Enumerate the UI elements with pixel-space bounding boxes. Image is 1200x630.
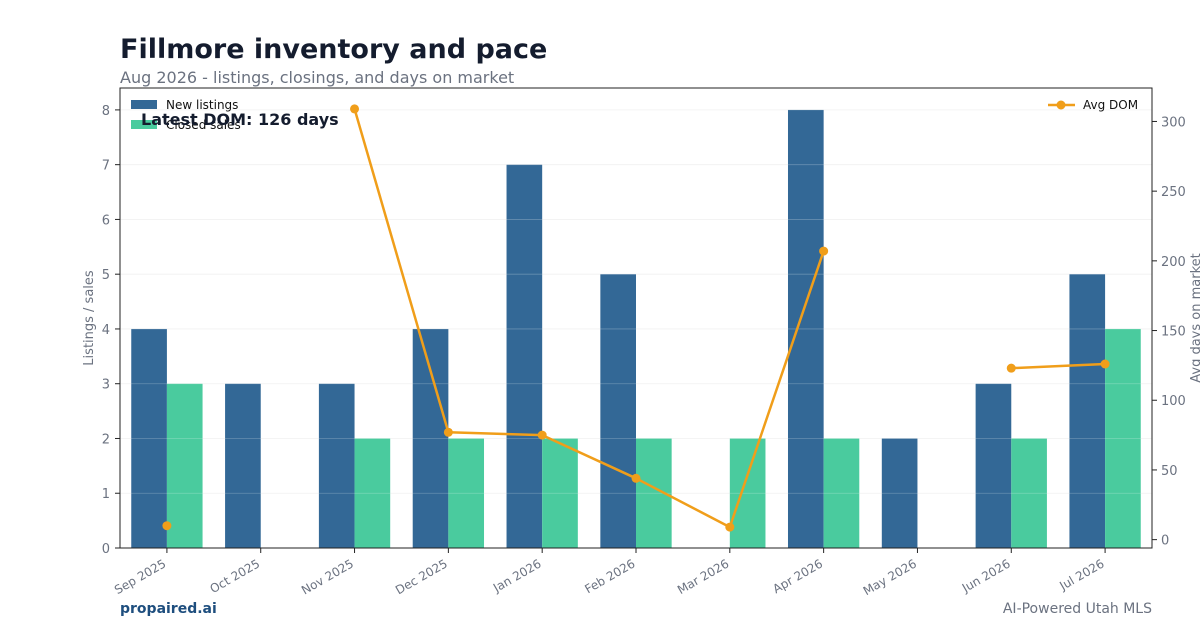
right-tick-label: 150 <box>1161 325 1186 340</box>
left-tick-label: 6 <box>102 213 110 228</box>
dom-line <box>162 104 1110 532</box>
dom-point <box>819 246 829 256</box>
legend-label-closed-sales: Closed sales <box>166 118 241 132</box>
bar-new-listings <box>787 109 824 549</box>
dom-point <box>162 521 172 531</box>
y2-axis-label: Avg days on market <box>1189 253 1200 383</box>
bar-new-listings <box>318 383 355 548</box>
legend-swatch-closed-sales <box>131 120 157 129</box>
x-tick-label: Jul 2026 <box>1056 556 1106 593</box>
legend-label-new-listings: New listings <box>166 98 238 112</box>
bar-new-listings <box>881 438 918 548</box>
latest-dom-annotation: Latest DOM: 126 days <box>141 110 339 129</box>
bar-closed-sales <box>1011 438 1047 548</box>
dom-point <box>350 104 360 114</box>
right-tick-label: 0 <box>1161 534 1169 549</box>
left-tick-label: 7 <box>102 159 110 174</box>
left-tick-label: 3 <box>102 378 110 393</box>
dom-point <box>537 430 547 440</box>
bar-closed-sales <box>1105 328 1141 548</box>
bars <box>120 109 1152 549</box>
x-tick-label: Jan 2026 <box>490 556 544 595</box>
chart-title: Fillmore inventory and pace <box>120 34 548 65</box>
x-tick-label: Dec 2025 <box>393 556 450 597</box>
left-tick-label: 5 <box>102 268 110 283</box>
dom-point <box>631 473 641 483</box>
x-tick-label: Apr 2026 <box>770 556 825 596</box>
legend-marker-avg-dom <box>1056 100 1066 110</box>
x-tick-label: Feb 2026 <box>582 556 637 596</box>
bar-new-listings <box>131 328 167 548</box>
chart-subtitle: Aug 2026 - listings, closings, and days … <box>120 68 515 87</box>
dom-point <box>725 522 735 532</box>
right-tick-label: 250 <box>1161 185 1186 200</box>
y-axis-label: Listings / sales <box>82 270 97 366</box>
dom-line-segment <box>1011 362 1106 370</box>
right-tick-label: 300 <box>1161 115 1186 130</box>
legend-swatch-new-listings <box>131 100 157 109</box>
bar-new-listings <box>1069 274 1106 548</box>
bar-new-listings <box>600 274 636 548</box>
x-tick-label: Mar 2026 <box>675 556 731 597</box>
dom-line-segment <box>353 108 825 529</box>
left-tick-label: 2 <box>102 432 110 447</box>
bar-new-listings <box>225 383 261 548</box>
x-tick-label: May 2026 <box>861 556 919 598</box>
left-tick-label: 8 <box>102 104 110 119</box>
x-tick-label: Jun 2026 <box>959 556 1013 595</box>
x-tick-label: Nov 2025 <box>299 556 356 597</box>
right-tick-label: 100 <box>1161 394 1186 409</box>
dom-point <box>1006 363 1016 373</box>
bar-closed-sales <box>166 383 203 548</box>
left-tick-label: 0 <box>102 542 110 557</box>
left-tick-label: 1 <box>102 487 110 502</box>
bar-closed-sales <box>354 438 391 548</box>
bar-closed-sales <box>823 438 860 548</box>
legend-label-avg-dom: Avg DOM <box>1083 98 1138 112</box>
dom-point <box>1100 359 1110 369</box>
legends: New listings Closed sales Avg DOM <box>131 98 1138 132</box>
bar-new-listings <box>412 328 449 548</box>
bar-closed-sales <box>448 438 485 548</box>
right-tick-label: 50 <box>1161 464 1178 479</box>
x-tick-label: Sep 2025 <box>112 556 168 597</box>
dom-point <box>443 427 453 437</box>
right-tick-label: 200 <box>1161 255 1186 270</box>
bar-closed-sales <box>542 438 578 548</box>
bar-new-listings <box>975 383 1012 548</box>
bar-new-listings <box>506 164 543 548</box>
footer-brand: propaired.ai <box>120 601 217 617</box>
footer-tagline: AI-Powered Utah MLS <box>1002 601 1152 617</box>
x-tick-label: Oct 2025 <box>208 556 263 596</box>
left-tick-label: 4 <box>102 323 110 338</box>
bar-closed-sales <box>729 438 766 548</box>
